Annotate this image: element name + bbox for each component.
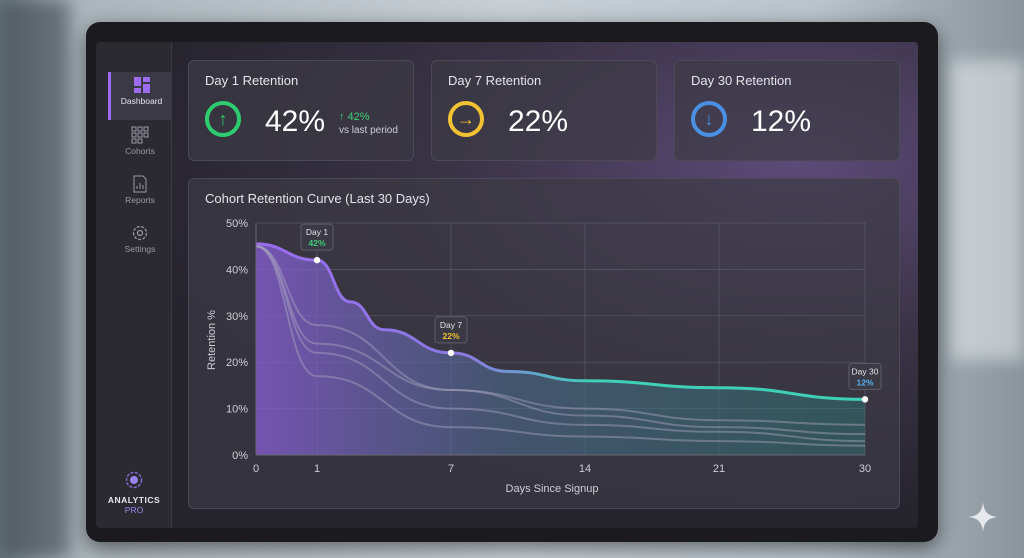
kpi-delta: ↑ 42% bbox=[339, 111, 370, 123]
y-tick-label: 50% bbox=[226, 218, 248, 230]
annotation-label: Day 1 bbox=[306, 227, 328, 237]
annotation-box bbox=[848, 362, 882, 390]
y-tick-label: 10% bbox=[226, 404, 248, 416]
arrow-down-icon: ↓ bbox=[691, 101, 727, 137]
brand-name: ANALYTICS bbox=[107, 495, 161, 505]
sidebar-item-label: Settings bbox=[124, 244, 156, 254]
sidebar-item-label: Reports bbox=[125, 195, 155, 205]
annotation-label: Day 7 bbox=[440, 320, 462, 330]
annotation-box bbox=[300, 223, 334, 251]
annotation-label: Day 30 bbox=[852, 366, 879, 376]
y-tick-label: 40% bbox=[226, 264, 248, 276]
x-tick-label: 0 bbox=[253, 463, 259, 475]
sidebar-item-label: Dashboard bbox=[120, 96, 163, 106]
brand-tier: PRO bbox=[124, 505, 144, 515]
sidebar-item-label: Cohorts bbox=[125, 146, 155, 156]
sidebar-item-cohorts[interactable]: Cohorts bbox=[108, 122, 172, 170]
brand-logo: ANALYTICS PRO bbox=[96, 470, 172, 515]
report-icon bbox=[133, 175, 147, 193]
x-tick-label: 1 bbox=[314, 463, 320, 475]
kpi-delta-note: vs last period bbox=[339, 125, 398, 136]
kpi-card-day30: Day 30 Retention ↓ 12% bbox=[674, 60, 900, 161]
cohort-line bbox=[255, 245, 866, 426]
kpi-value: 42% bbox=[265, 105, 326, 138]
kpi-card-day1: Day 1 Retention ↑ 42% ↑ 42% vs last peri… bbox=[188, 60, 414, 161]
chart-title: Cohort Retention Curve (Last 30 Days) bbox=[205, 191, 430, 206]
sidebar: Dashboard Cohorts Reports Settings ANALY… bbox=[96, 42, 172, 528]
sidebar-item-settings[interactable]: Settings bbox=[108, 220, 172, 268]
x-tick-label: 14 bbox=[579, 463, 591, 475]
annotation-value: 42% bbox=[308, 238, 325, 248]
kpi-title: Day 1 Retention bbox=[205, 73, 299, 88]
kpi-card-day7: Day 7 Retention → 22% bbox=[431, 60, 657, 161]
arrow-right-icon: → bbox=[448, 101, 484, 137]
kpi-title: Day 30 Retention bbox=[691, 73, 792, 88]
y-axis-label: Retention % bbox=[206, 310, 218, 370]
annotation-value: 22% bbox=[442, 331, 459, 341]
cohort-line bbox=[255, 245, 866, 447]
y-tick-label: 30% bbox=[226, 311, 248, 323]
retention-area bbox=[256, 243, 865, 455]
sparkle-watermark-icon bbox=[968, 502, 998, 532]
data-point bbox=[861, 396, 869, 403]
y-tick-label: 0% bbox=[232, 450, 248, 462]
annotation-value: 12% bbox=[856, 377, 873, 387]
y-tick-label: 20% bbox=[226, 357, 248, 369]
annotation-box bbox=[434, 316, 468, 344]
data-point bbox=[447, 349, 455, 357]
gear-logo-icon bbox=[125, 471, 143, 489]
grid-icon bbox=[131, 126, 149, 144]
sidebar-item-dashboard[interactable]: Dashboard bbox=[108, 72, 172, 120]
x-tick-label: 7 bbox=[448, 463, 454, 475]
data-point bbox=[313, 256, 321, 264]
kpi-value: 12% bbox=[751, 105, 812, 138]
sidebar-item-reports[interactable]: Reports bbox=[108, 171, 172, 219]
dashboard-icon bbox=[133, 77, 150, 93]
main-retention-line bbox=[255, 242, 866, 401]
x-axis-label: Days Since Signup bbox=[506, 483, 599, 495]
kpi-title: Day 7 Retention bbox=[448, 73, 542, 88]
x-tick-label: 30 bbox=[859, 463, 871, 475]
x-tick-label: 21 bbox=[713, 463, 725, 475]
cohort-line bbox=[255, 245, 866, 443]
kpi-value: 22% bbox=[508, 105, 569, 138]
gear-icon bbox=[132, 225, 148, 241]
cohort-line bbox=[255, 245, 866, 436]
arrow-up-icon: ↑ bbox=[205, 101, 241, 137]
